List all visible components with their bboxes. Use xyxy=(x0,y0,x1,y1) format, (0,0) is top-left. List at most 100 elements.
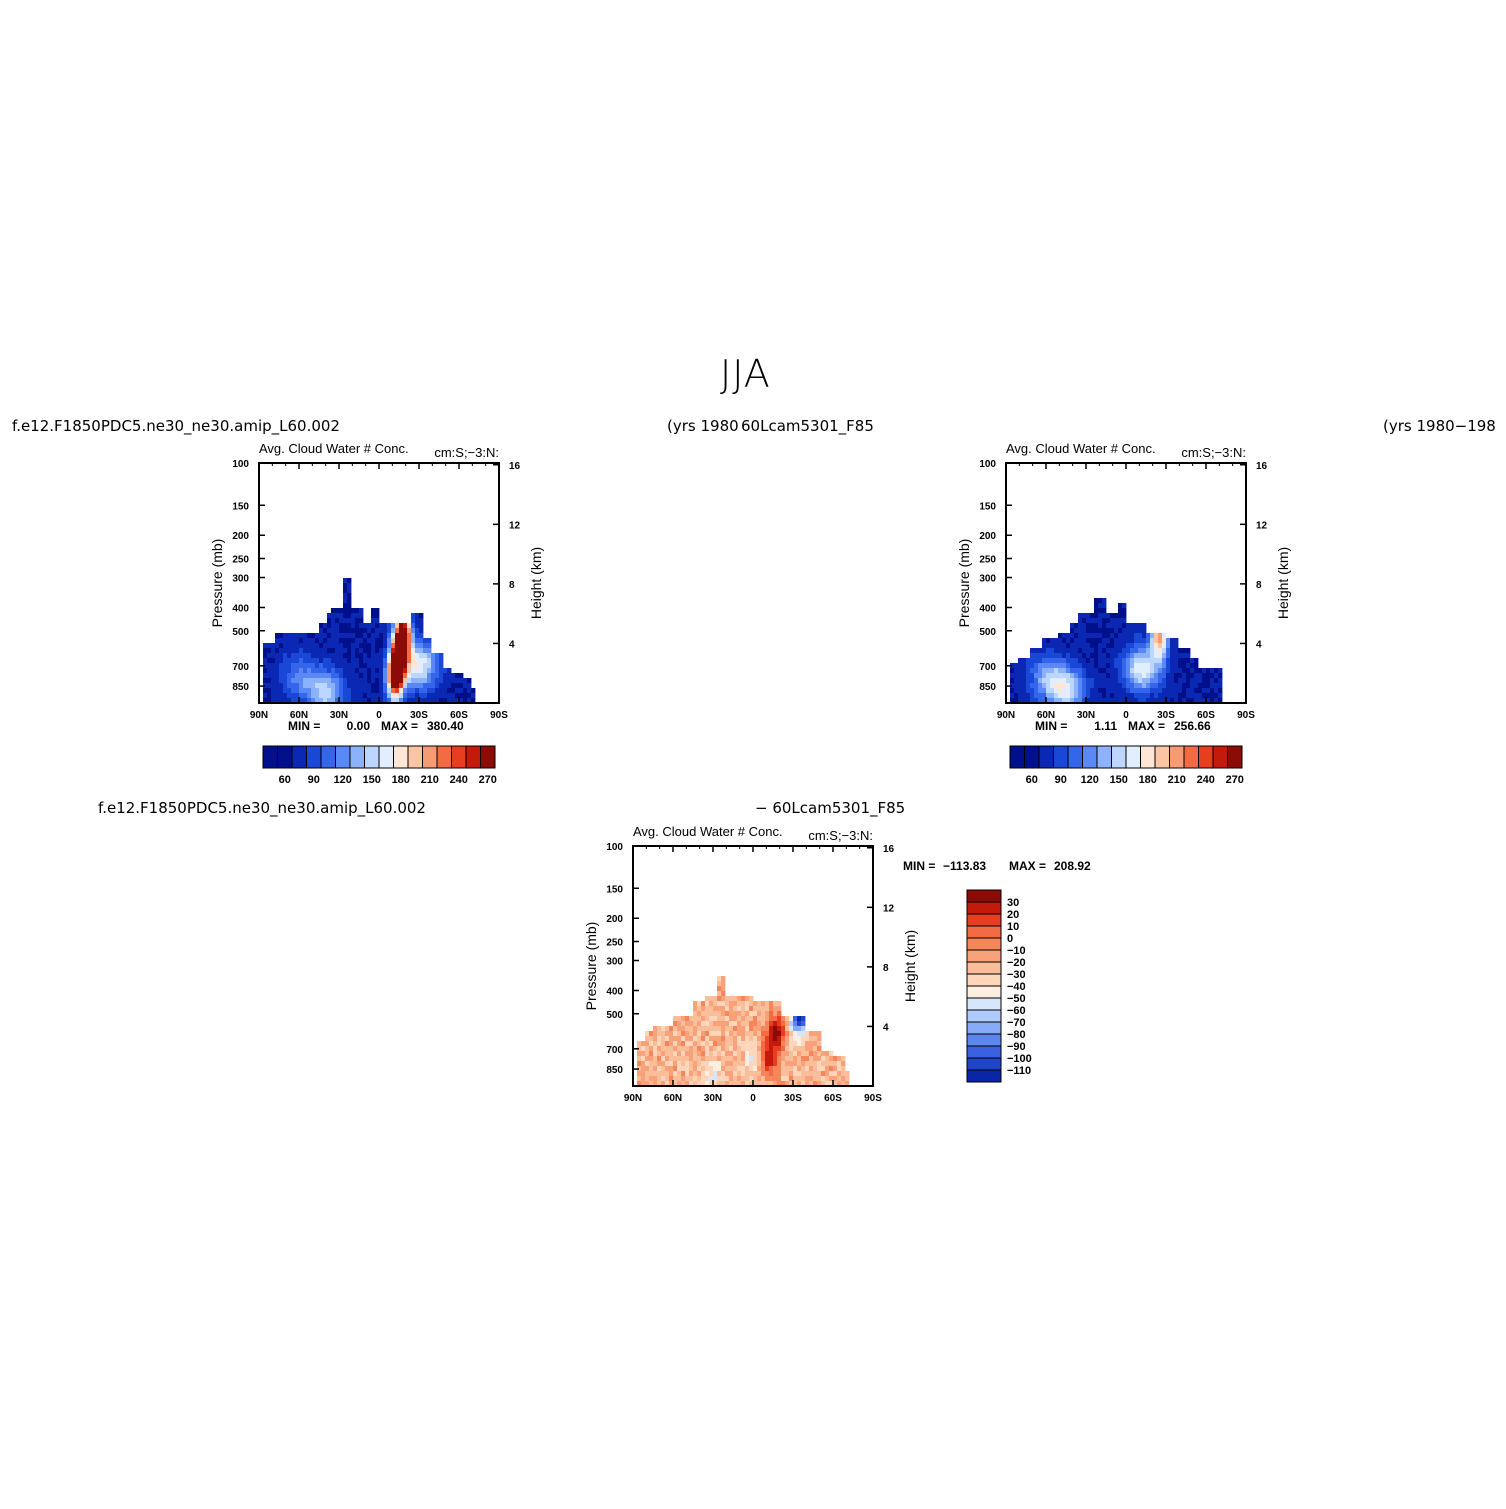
field-cell xyxy=(769,1061,774,1067)
field-cell xyxy=(367,633,372,639)
field-cell xyxy=(661,1051,666,1057)
field-cell xyxy=(283,663,288,669)
field-cell xyxy=(459,698,464,704)
field-cell xyxy=(1090,698,1095,704)
field-cell xyxy=(773,1081,778,1087)
field-cell xyxy=(841,1081,846,1087)
field-cell xyxy=(1170,683,1175,689)
field-cell xyxy=(1066,638,1071,644)
field-cell xyxy=(447,688,452,694)
field-cell xyxy=(1218,668,1223,674)
field-cell xyxy=(307,668,312,674)
field-cell xyxy=(275,648,280,654)
field-cell xyxy=(375,618,380,624)
y-tick-label: 150 xyxy=(232,501,249,512)
field-cell xyxy=(729,1016,734,1022)
field-cell xyxy=(665,1051,670,1057)
field-cell xyxy=(637,1046,642,1052)
field-cell xyxy=(1078,653,1083,659)
field-cell xyxy=(1050,658,1055,664)
field-cell xyxy=(669,1056,674,1062)
field-cell xyxy=(1070,648,1075,654)
field-cell xyxy=(1114,678,1119,684)
field-cell xyxy=(1102,608,1107,614)
field-cell xyxy=(267,658,272,664)
field-cell xyxy=(781,1071,786,1077)
field-cell xyxy=(287,653,292,659)
field-cell xyxy=(1034,693,1039,699)
field-cell xyxy=(339,688,344,694)
field-cell xyxy=(299,633,304,639)
field-cell xyxy=(283,688,288,694)
field-cell xyxy=(717,1026,722,1032)
field-cell xyxy=(1086,668,1091,674)
field-cell xyxy=(1118,618,1123,624)
field-cell xyxy=(399,653,404,659)
field-cell xyxy=(263,678,268,684)
field-cell xyxy=(1022,693,1027,699)
field-cell xyxy=(749,1051,754,1057)
field-cell xyxy=(1126,628,1131,634)
field-cell xyxy=(705,996,710,1002)
field-cell xyxy=(359,688,364,694)
field-cell xyxy=(801,1031,806,1037)
field-cell xyxy=(399,678,404,684)
field-cell xyxy=(331,683,336,689)
field-cell xyxy=(761,1046,766,1052)
colorbar-label: −50 xyxy=(1007,993,1026,1005)
field-cell xyxy=(335,683,340,689)
field-cell xyxy=(295,633,300,639)
field-cell xyxy=(765,1021,770,1027)
field-cell xyxy=(463,698,468,704)
field-cell xyxy=(291,653,296,659)
field-cell xyxy=(1110,638,1115,644)
field-cell xyxy=(303,668,308,674)
field-cell xyxy=(709,1051,714,1057)
field-cell xyxy=(1070,698,1075,704)
field-cell xyxy=(447,683,452,689)
field-cell xyxy=(1070,658,1075,664)
field-cell xyxy=(355,623,360,629)
field-cell xyxy=(1094,653,1099,659)
field-cell xyxy=(399,698,404,704)
field-cell xyxy=(737,996,742,1002)
field-cell xyxy=(749,1026,754,1032)
field-cell xyxy=(1026,693,1031,699)
field-cell xyxy=(681,1071,686,1077)
field-cell xyxy=(1110,633,1115,639)
field-cell xyxy=(1074,653,1079,659)
field-cell xyxy=(693,1016,698,1022)
colorbar-label: −40 xyxy=(1007,981,1026,993)
field-cell xyxy=(431,673,436,679)
field-cell xyxy=(1074,688,1079,694)
field-cell xyxy=(343,678,348,684)
field-cell xyxy=(701,1006,706,1012)
y-axis-label: Pressure (mb) xyxy=(209,539,225,628)
field-cell xyxy=(403,648,408,654)
field-cell xyxy=(343,673,348,679)
field-cell xyxy=(275,653,280,659)
y-tick-label: 100 xyxy=(232,459,249,470)
field-cell xyxy=(415,613,420,619)
field-cell xyxy=(1118,693,1123,699)
field-cell xyxy=(339,678,344,684)
field-cell xyxy=(809,1051,814,1057)
field-cell xyxy=(741,996,746,1002)
field-cell xyxy=(351,668,356,674)
field-cell xyxy=(1186,663,1191,669)
field-cell xyxy=(395,628,400,634)
field-cell xyxy=(315,673,320,679)
field-cell xyxy=(1090,628,1095,634)
field-cell xyxy=(777,1061,782,1067)
field-cell xyxy=(271,683,276,689)
colorbar-label: 180 xyxy=(392,774,410,786)
field-cell xyxy=(757,1071,762,1077)
field-cell xyxy=(1146,658,1151,664)
field-cell xyxy=(387,633,392,639)
field-cell xyxy=(391,663,396,669)
field-cell xyxy=(809,1066,814,1072)
field-cell xyxy=(685,1051,690,1057)
field-cell xyxy=(1190,673,1195,679)
field-cell xyxy=(1162,693,1167,699)
field-cell xyxy=(1110,613,1115,619)
